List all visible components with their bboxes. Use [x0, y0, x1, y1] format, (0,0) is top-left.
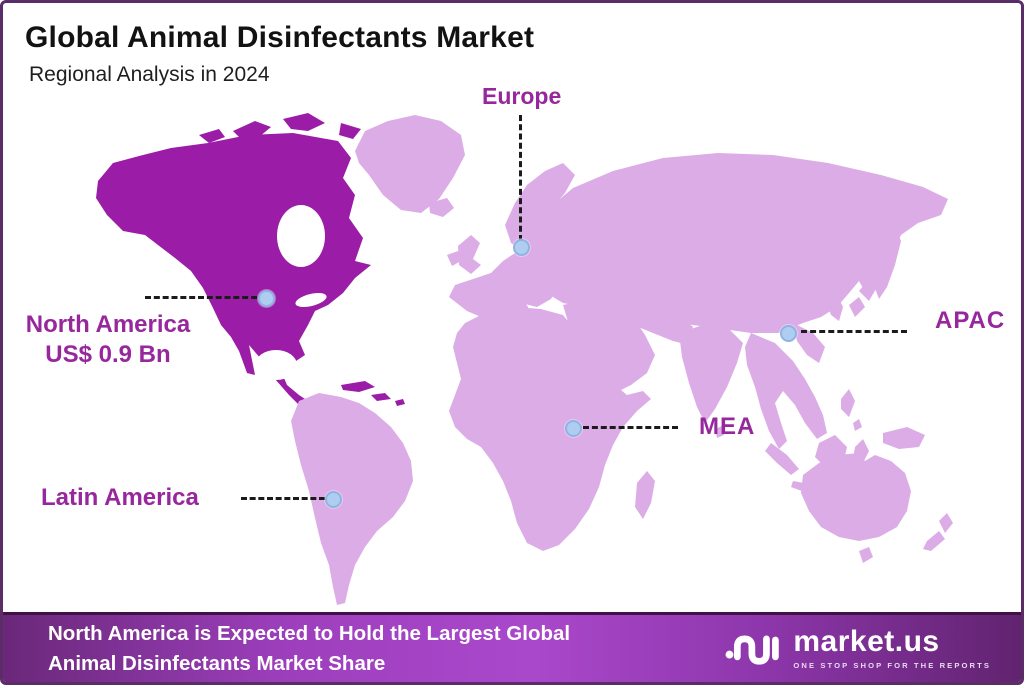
map-caribbean-islands [341, 381, 405, 406]
map-gulf-of-mexico [255, 350, 297, 380]
headline-text: North America is Expected to Hold the La… [3, 619, 570, 677]
headline-line-1: North America is Expected to Hold the La… [48, 622, 571, 646]
marketus-brand: market.us [793, 625, 940, 658]
region-label-europe: Europe [482, 83, 562, 109]
map-united-kingdom [447, 235, 481, 274]
map-iceland [429, 198, 454, 217]
map-new-guinea [883, 427, 925, 449]
map-sri-lanka [715, 426, 724, 438]
map-marker-mea [565, 420, 582, 437]
leader-line-latin-america [241, 497, 325, 500]
headline-banner: North America is Expected to Hold the La… [3, 612, 1021, 682]
map-new-zealand [923, 513, 953, 551]
marketus-tagline: ONE STOP SHOP FOR THE REPORTS [793, 661, 991, 670]
map-indonesia [765, 435, 869, 495]
map-tasmania [859, 547, 873, 563]
map-siberia-russia [518, 153, 948, 333]
map-sakhalin [849, 253, 861, 279]
map-philippines [841, 389, 862, 431]
map-india [679, 325, 743, 423]
map-marker-north-america [258, 290, 275, 307]
map-japan [849, 279, 877, 317]
map-australia [801, 453, 911, 541]
marketus-logo-text: market.us ONE STOP SHOP FOR THE REPORTS [793, 625, 991, 671]
region-label-north-america: North America US$ 0.9 Bn [11, 310, 205, 370]
region-label-latin-america: Latin America [41, 484, 199, 511]
map-hudson-bay [277, 205, 325, 267]
map-south-america [291, 393, 413, 605]
leader-line-europe [519, 115, 522, 241]
region-value-north-america: US$ 0.9 Bn [45, 341, 171, 368]
leader-line-apac [801, 330, 907, 333]
marketus-logo-icon [725, 635, 780, 665]
map-kamchatka [873, 225, 901, 299]
map-central-asia [603, 301, 693, 345]
region-label-north-america-name: North America [25, 311, 191, 338]
region-label-apac: APAC [935, 307, 1006, 334]
map-marker-europe [513, 239, 530, 256]
region-label-mea: MEA [699, 413, 756, 440]
map-southeast-asia [745, 333, 827, 449]
map-marker-latin-america [325, 491, 342, 508]
map-greenland [355, 115, 465, 213]
headline-line-2: Animal Disinfectants Market Share [48, 651, 386, 675]
map-china-coast [793, 323, 825, 363]
leader-line-mea [583, 426, 678, 429]
map-arctic-islands [199, 113, 361, 143]
marketus-logo: market.us ONE STOP SHOP FOR THE REPORTS [725, 623, 991, 675]
page-subtitle: Regional Analysis in 2024 [29, 63, 270, 86]
map-scandinavia [505, 163, 575, 249]
world-map [96, 113, 953, 605]
map-korea [827, 295, 843, 321]
leader-line-north-america [145, 296, 257, 299]
map-africa [449, 307, 651, 551]
map-north-america [96, 133, 371, 423]
map-madagascar [635, 471, 655, 519]
map-great-lakes [295, 293, 327, 307]
map-marker-apac [780, 325, 797, 342]
page-title: Global Animal Disinfectants Market [25, 21, 535, 54]
